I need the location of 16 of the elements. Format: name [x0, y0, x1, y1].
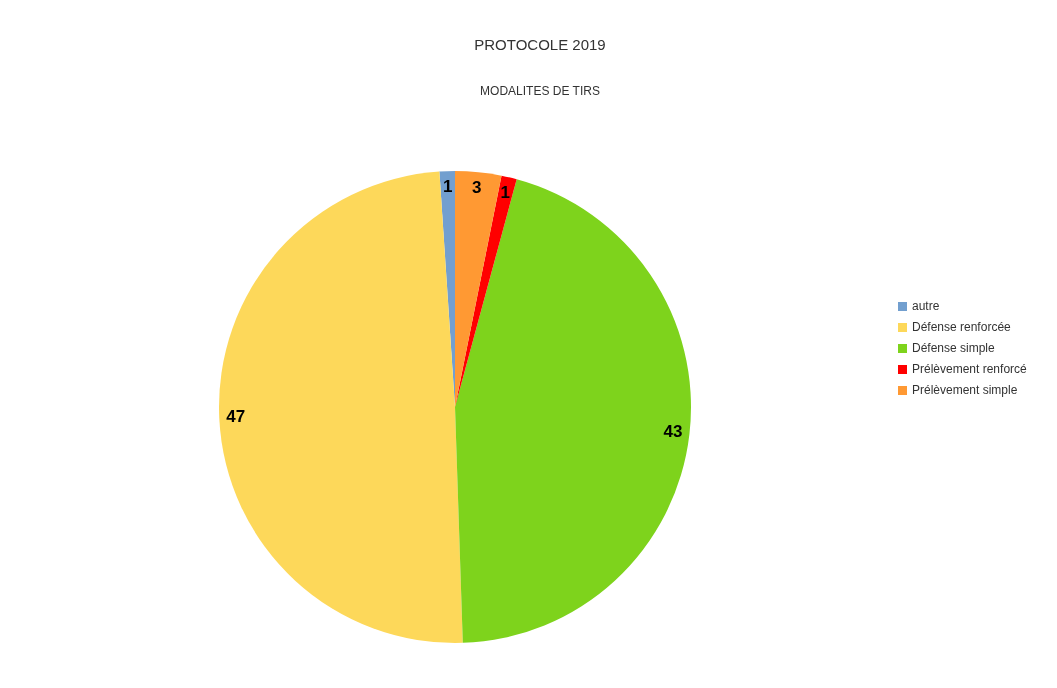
data-label: 43: [663, 421, 683, 441]
legend-label: Défense simple: [912, 341, 996, 355]
legend-label: autre: [912, 299, 940, 313]
data-label: 3: [472, 178, 482, 198]
pie-slice: [455, 171, 502, 407]
pie-slice: [455, 179, 691, 643]
chart-title: PROTOCOLE 2019: [474, 36, 606, 53]
legend-label: Prélèvement simple: [912, 383, 1018, 397]
chart-subtitle: MODALITES DE TIRS: [480, 84, 600, 98]
data-label: 1: [500, 182, 511, 202]
pie-slice: [455, 175, 517, 407]
data-label: 47: [226, 407, 246, 427]
legend-label: Défense renforcée: [912, 320, 1012, 334]
legend-label: Prélèvement renforcé: [912, 362, 1028, 376]
pie-slice: [219, 171, 463, 643]
data-label: 1: [443, 177, 453, 197]
